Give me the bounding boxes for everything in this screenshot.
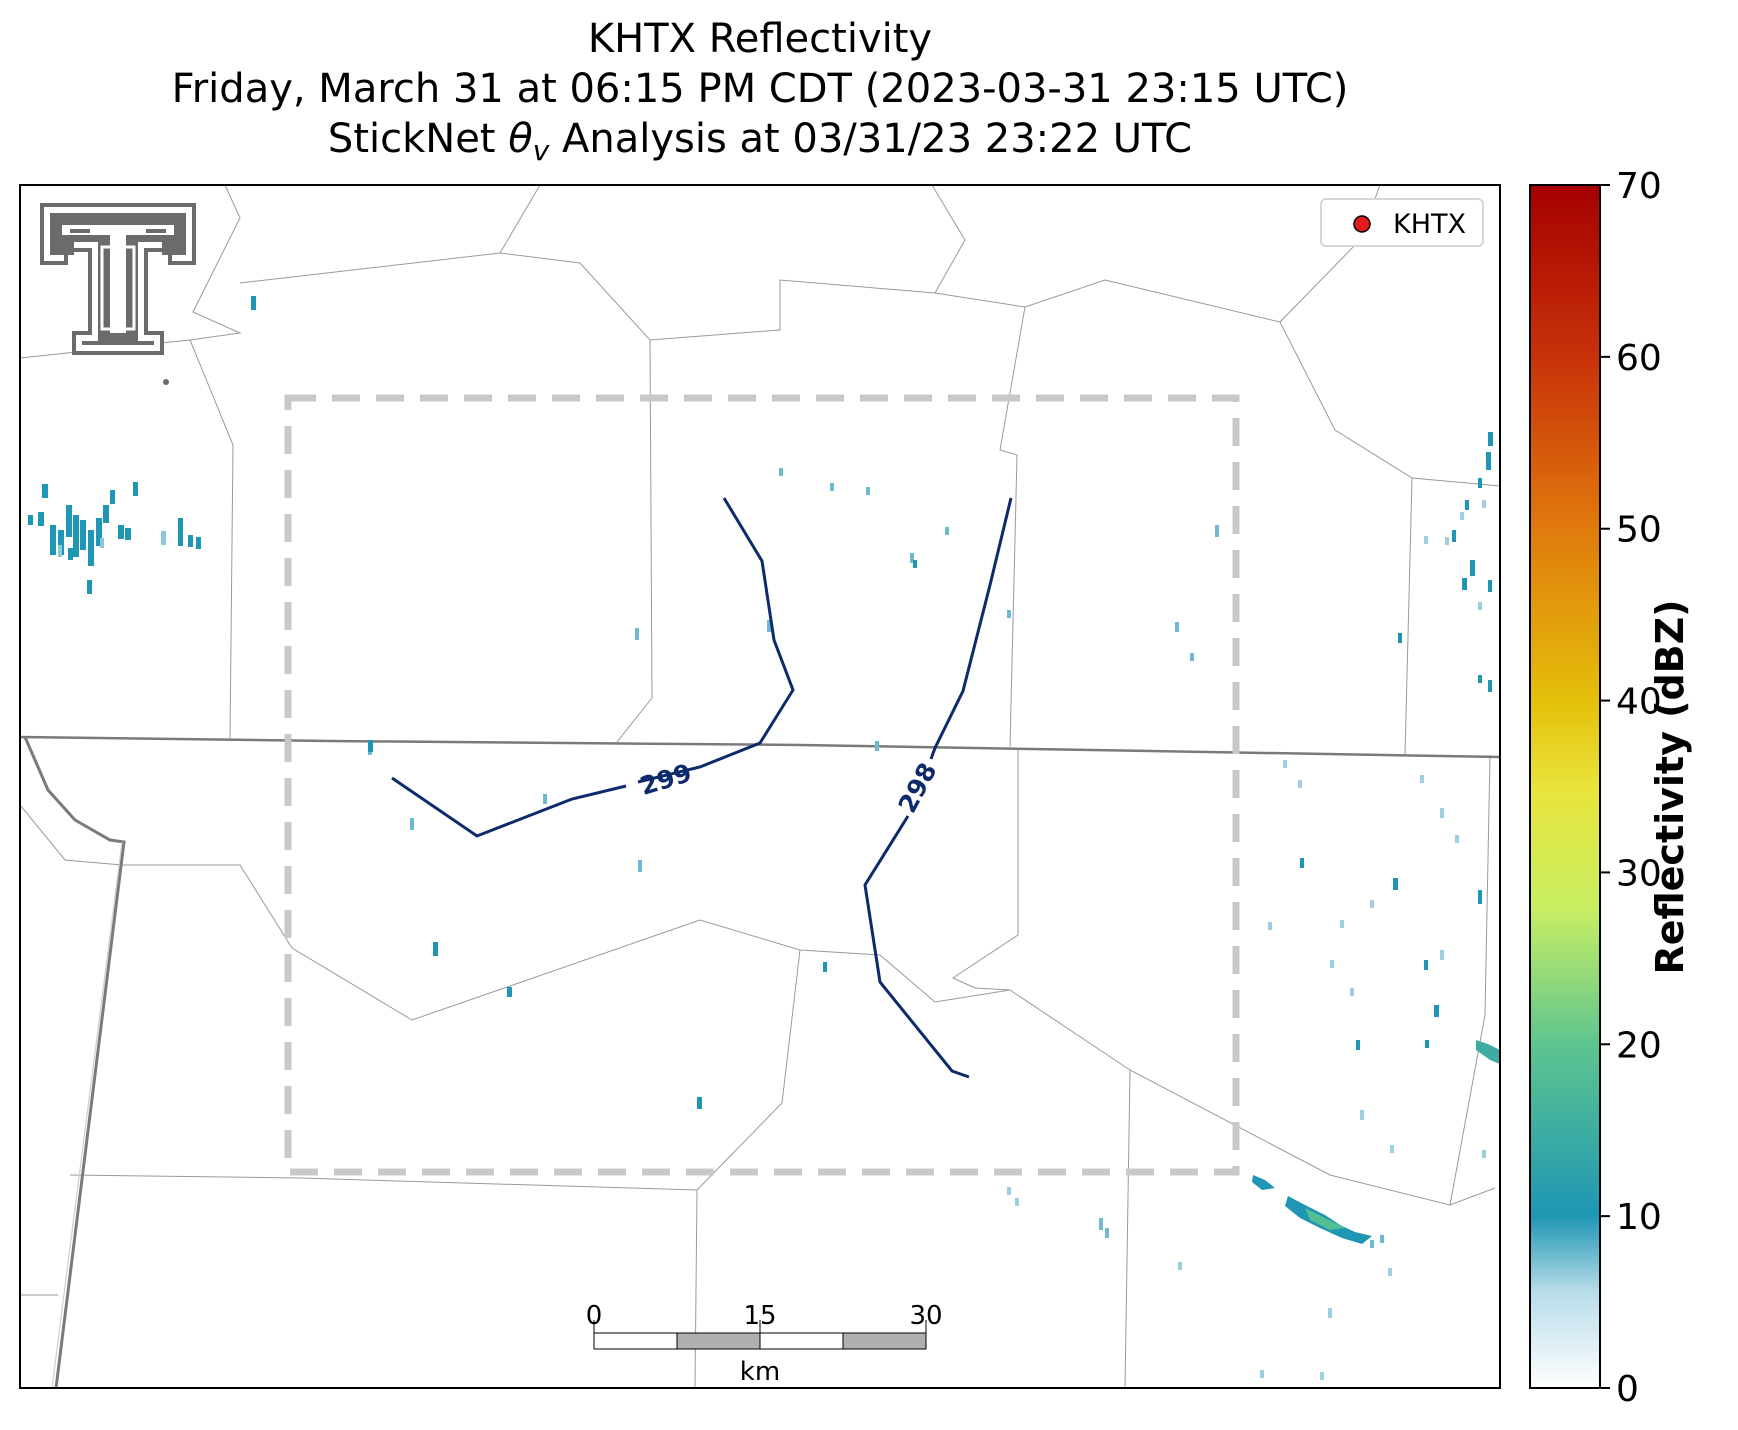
colorbar-ticks: 0 10 20 30 40 50 60 70 xyxy=(1600,166,1662,1410)
echo-scatter-east-light xyxy=(1007,500,1486,1380)
echo-cluster-east xyxy=(1300,432,1493,1050)
legend-label-khtx: KHTX xyxy=(1393,209,1466,240)
echo-cluster-northwest-light xyxy=(58,531,166,557)
map-background xyxy=(20,185,1500,1388)
title-line-3: StickNet θv Analysis at 03/31/23 23:22 U… xyxy=(328,116,1192,167)
figure-title: KHTX Reflectivity Friday, March 31 at 06… xyxy=(172,16,1349,167)
contour-line-299 xyxy=(391,497,795,838)
map-panel: 299 298 KHTX xyxy=(19,184,1501,1389)
title-line-1: KHTX Reflectivity xyxy=(588,16,932,62)
colorbar-tick-label: 30 xyxy=(1616,853,1662,894)
title-line-3-prefix: StickNet xyxy=(328,116,508,162)
scale-bar: 0 15 30 km xyxy=(586,1301,943,1387)
khtx-marker-icon xyxy=(1353,215,1371,233)
theta-symbol: θ xyxy=(508,116,532,162)
title-line-3-suffix: Analysis at 03/31/23 23:22 UTC xyxy=(549,116,1192,162)
echo-scatter-south xyxy=(1099,1218,1384,1248)
texas-tech-double-t-logo xyxy=(40,203,196,385)
colorbar-tick-label: 70 xyxy=(1616,166,1662,207)
state-border-shadow xyxy=(51,841,123,1388)
colorbar-gradient xyxy=(1529,184,1601,1389)
theta-v-contours xyxy=(391,497,1013,1079)
analysis-domain-box xyxy=(284,394,1240,1176)
echo-band-east-edge xyxy=(1476,1040,1500,1064)
scale-tick-30: 30 xyxy=(909,1301,942,1331)
colorbar-label: Reflectivity (dBZ) xyxy=(1648,599,1692,974)
echo-band-southeast-core xyxy=(1305,1208,1345,1230)
colorbar-tick-label: 60 xyxy=(1616,338,1662,379)
county-borders xyxy=(20,185,1500,1388)
colorbar-tick-label: 40 xyxy=(1616,682,1662,723)
map-legend: KHTX xyxy=(1320,198,1484,247)
contour-line-298 xyxy=(863,497,1013,1079)
scale-tick-15: 15 xyxy=(743,1301,776,1331)
colorbar: 0 10 20 30 40 50 60 70 Reflectivity (dBZ) xyxy=(1529,166,1692,1410)
echo-cluster-northwest xyxy=(28,296,256,594)
legend-frame xyxy=(1320,198,1484,247)
colorbar-tick-label: 0 xyxy=(1616,1369,1639,1410)
theta-subscript: v xyxy=(533,134,550,167)
colorbar-tick-label: 10 xyxy=(1616,1197,1662,1238)
state-borders xyxy=(20,735,1500,1388)
title-line-2: Friday, March 31 at 06:15 PM CDT (2023-0… xyxy=(172,66,1349,112)
scale-unit: km xyxy=(740,1357,780,1387)
scale-tick-0: 0 xyxy=(586,1301,603,1331)
reflectivity-echoes xyxy=(28,296,1500,1380)
colorbar-tick-label: 20 xyxy=(1616,1025,1662,1066)
map-frame xyxy=(19,184,1501,1389)
colorbar-tick-label: 50 xyxy=(1616,510,1662,551)
echo-scatter-center-dark xyxy=(368,560,917,1109)
